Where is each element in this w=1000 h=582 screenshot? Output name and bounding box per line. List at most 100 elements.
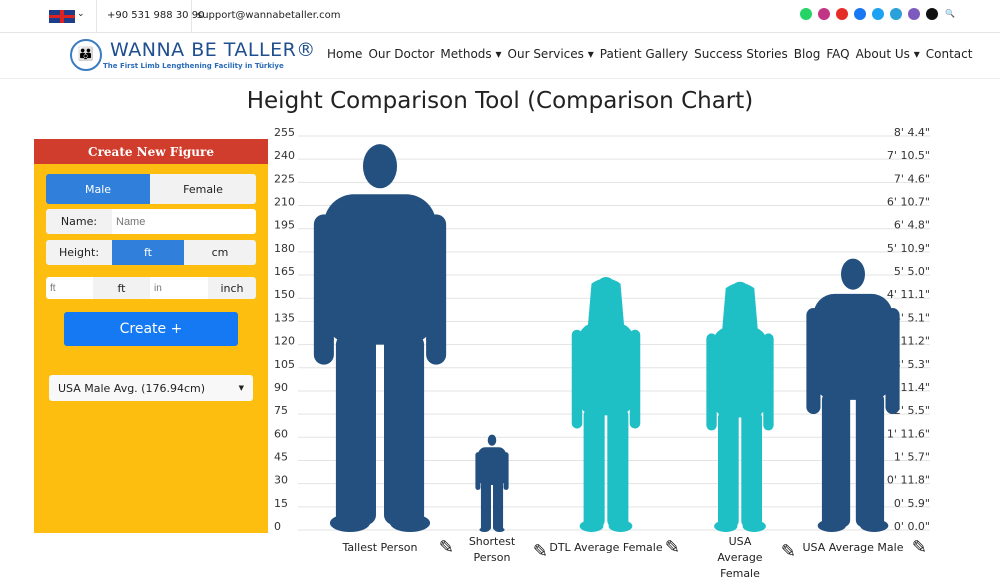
y-tick-right: 7' 10.5" bbox=[887, 149, 930, 162]
divider bbox=[191, 0, 192, 33]
search-icon[interactable]: 🔍 bbox=[945, 9, 955, 18]
inch-input[interactable] bbox=[150, 277, 208, 299]
language-chevron-icon[interactable]: ⌄ bbox=[77, 9, 85, 19]
y-tick-left: 75 bbox=[274, 404, 288, 417]
y-tick-right: 4' 11.1" bbox=[887, 288, 930, 301]
nav-item[interactable]: Home bbox=[327, 47, 363, 61]
y-tick-left: 0 bbox=[274, 520, 281, 533]
phone-link[interactable]: +90 531 988 30 90 bbox=[107, 10, 205, 21]
y-tick-left: 135 bbox=[274, 311, 295, 324]
y-tick-left: 180 bbox=[274, 242, 295, 255]
figure-shortest-person[interactable] bbox=[475, 434, 509, 532]
page-title: Height Comparison Tool (Comparison Chart… bbox=[246, 88, 754, 114]
email-link[interactable]: support@wannabetaller.com bbox=[197, 10, 341, 21]
name-label: Name: bbox=[46, 209, 112, 234]
nav-item[interactable]: About Us ▾ bbox=[855, 47, 920, 61]
y-tick-right: 2' 5.5" bbox=[894, 404, 930, 417]
y-tick-right: 1' 5.7" bbox=[894, 450, 930, 463]
logo-title[interactable]: WANNA BE TALLER® bbox=[110, 39, 316, 61]
y-tick-right: 0' 5.9" bbox=[894, 497, 930, 510]
height-chart: 0 0' 0.0" 15 0' 5.9" 30 0' 11.8" 45 1' 5.7" 60 1'… bbox=[274, 126, 930, 533]
figure-label: USA Average Male ✎ bbox=[793, 539, 928, 557]
ft-addon: ft bbox=[93, 277, 150, 299]
nav-item[interactable]: Contact bbox=[925, 47, 973, 61]
telegram-icon[interactable] bbox=[890, 8, 902, 20]
y-tick-left: 255 bbox=[274, 126, 295, 139]
nav-item[interactable]: Patient Gallery bbox=[599, 47, 689, 61]
female-toggle[interactable]: Female bbox=[150, 174, 256, 204]
y-tick-right: 7' 4.6" bbox=[894, 172, 930, 185]
y-tick-right: 3' 5.3" bbox=[894, 358, 930, 371]
twitter-icon[interactable] bbox=[872, 8, 884, 20]
figure-name: Shortest Person bbox=[468, 535, 516, 564]
y-tick-left: 240 bbox=[274, 149, 295, 162]
divider bbox=[96, 0, 97, 33]
y-tick-right: 1' 11.6" bbox=[887, 427, 930, 440]
y-tick-left: 165 bbox=[274, 265, 295, 278]
nav-item[interactable]: Methods ▾ bbox=[440, 47, 502, 61]
facebook-icon[interactable] bbox=[854, 8, 866, 20]
nav-menu: Home Our Doctor Methods ▾ Our Services ▾ Pat… bbox=[327, 47, 972, 61]
y-tick-left: 225 bbox=[274, 172, 295, 185]
edit-pencil-icon[interactable]: ✎ bbox=[780, 541, 796, 562]
viber-icon[interactable] bbox=[908, 8, 920, 20]
top-bar: ⌄ +90 531 988 30 90 support@wannabetalle… bbox=[0, 0, 1000, 33]
edit-pencil-icon[interactable]: ✎ bbox=[438, 537, 454, 558]
name-input[interactable] bbox=[112, 209, 256, 234]
nav-item[interactable]: Success Stories bbox=[694, 47, 788, 61]
inch-addon: inch bbox=[208, 277, 256, 299]
edit-pencil-icon[interactable]: ✎ bbox=[911, 537, 927, 558]
y-tick-right: 0' 0.0" bbox=[894, 520, 930, 533]
figure-usa-average-male[interactable] bbox=[806, 258, 900, 532]
figure-dtl-average-female[interactable] bbox=[571, 277, 641, 532]
youtube-icon[interactable] bbox=[836, 8, 848, 20]
figure-tallest-person[interactable] bbox=[313, 144, 447, 532]
edit-pencil-icon[interactable]: ✎ bbox=[664, 537, 680, 558]
y-tick-left: 30 bbox=[274, 474, 288, 487]
y-tick-left: 120 bbox=[274, 335, 295, 348]
figure-label: USA Average Female ✎ bbox=[710, 534, 796, 582]
instagram-icon[interactable] bbox=[818, 8, 830, 20]
figure-label: DTL Average Female ✎ bbox=[546, 539, 680, 557]
y-tick-left: 150 bbox=[274, 288, 295, 301]
y-tick-right: 0' 11.8" bbox=[887, 474, 930, 487]
y-tick-left: 105 bbox=[274, 358, 295, 371]
unit-ft-toggle[interactable]: ft bbox=[112, 240, 184, 265]
nav-item[interactable]: FAQ bbox=[826, 47, 850, 61]
panel-header: Create New Figure bbox=[34, 139, 268, 164]
figure-label: Shortest Person ✎ bbox=[462, 534, 548, 566]
main-nav: 👪 WANNA BE TALLER® The First Limb Length… bbox=[0, 33, 1000, 79]
y-tick-left: 45 bbox=[274, 450, 288, 463]
y-tick-right: 5' 5.0" bbox=[894, 265, 930, 278]
social-icons: 🔍 bbox=[800, 8, 956, 20]
y-tick-left: 195 bbox=[274, 219, 295, 232]
y-tick-left: 15 bbox=[274, 497, 288, 510]
figure-name: Tallest Person bbox=[342, 541, 418, 554]
nav-item[interactable]: Blog bbox=[793, 47, 821, 61]
uk-flag-icon[interactable] bbox=[49, 10, 75, 23]
unit-cm-toggle[interactable]: cm bbox=[184, 240, 256, 265]
figure-usa-average-female[interactable] bbox=[706, 281, 774, 532]
figure-name: USA Average Male bbox=[802, 541, 904, 554]
figure-name: DTL Average Female bbox=[549, 541, 663, 554]
ft-input[interactable] bbox=[46, 277, 93, 299]
y-tick-left: 90 bbox=[274, 381, 288, 394]
create-button[interactable]: Create + bbox=[64, 312, 238, 346]
figure-label: Tallest Person ✎ bbox=[320, 539, 454, 557]
tiktok-icon[interactable] bbox=[926, 8, 938, 20]
create-figure-panel: Create New Figure Male Female Name: Heig… bbox=[34, 139, 268, 533]
nav-item[interactable]: Our Doctor bbox=[368, 47, 435, 61]
y-tick-right: 8' 4.4" bbox=[894, 126, 930, 139]
male-toggle[interactable]: Male bbox=[46, 174, 150, 204]
y-tick-right: 6' 10.7" bbox=[887, 196, 930, 209]
y-tick-right: 4' 5.1" bbox=[894, 311, 930, 324]
whatsapp-icon[interactable] bbox=[800, 8, 812, 20]
logo-icon[interactable]: 👪 bbox=[70, 39, 102, 71]
y-tick-left: 210 bbox=[274, 196, 295, 209]
nav-item[interactable]: Our Services ▾ bbox=[507, 47, 594, 61]
preset-select[interactable]: USA Male Avg. (176.94cm) bbox=[49, 375, 253, 401]
y-tick-right: 5' 10.9" bbox=[887, 242, 930, 255]
edit-pencil-icon[interactable]: ✎ bbox=[532, 541, 548, 562]
y-tick-left: 60 bbox=[274, 427, 288, 440]
figure-name: USA Average Female bbox=[717, 535, 763, 580]
